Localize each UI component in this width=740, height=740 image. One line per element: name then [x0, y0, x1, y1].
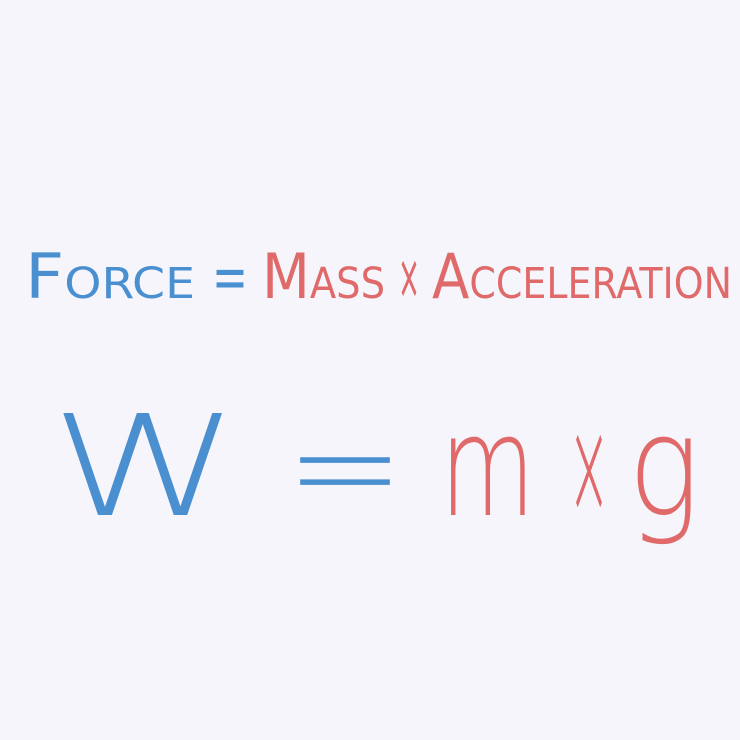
- equation-term: ×: [398, 240, 420, 313]
- equation-term: g: [628, 386, 700, 549]
- equation-term: =: [212, 240, 248, 313]
- equation-term: Acceleration: [432, 240, 732, 313]
- equation-term: W: [50, 386, 240, 549]
- equation-term: Force: [25, 240, 195, 313]
- equation-term: Mass: [262, 240, 385, 313]
- equation-term: =: [285, 386, 405, 549]
- equation-term: ×: [568, 386, 610, 549]
- equation-term: m: [440, 386, 535, 549]
